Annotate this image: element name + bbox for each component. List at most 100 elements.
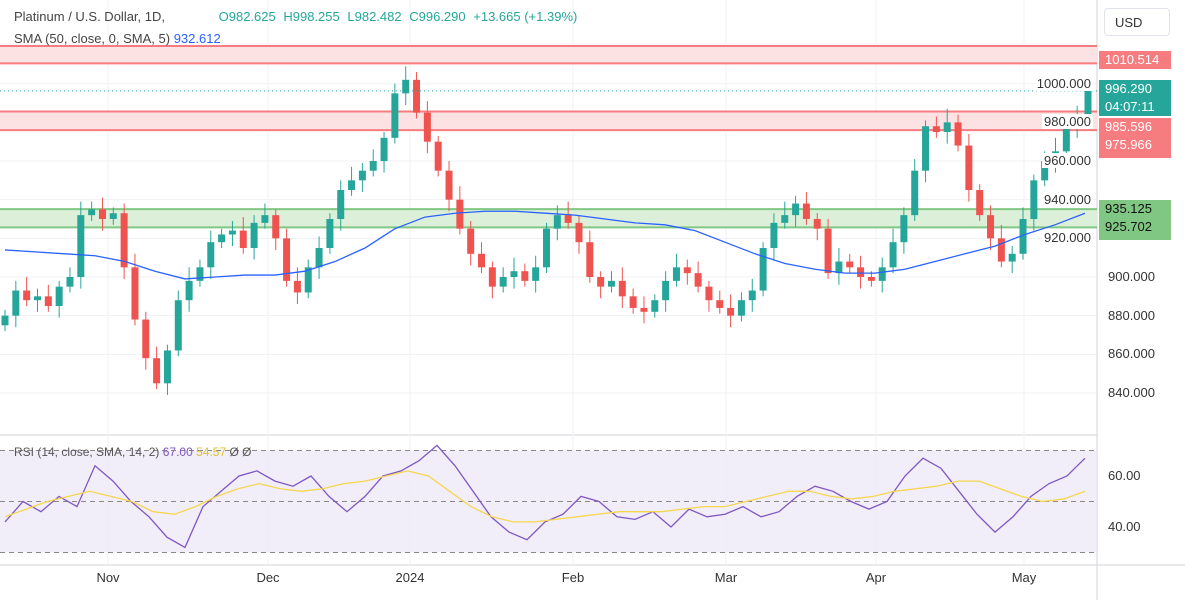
candle-body: [499, 277, 507, 287]
candle-body: [142, 319, 150, 359]
price-tick: 920.000: [1042, 230, 1093, 246]
candle-body: [478, 253, 486, 268]
candle-body: [185, 280, 193, 301]
change-value: +13.665 (+1.39%): [473, 9, 578, 24]
currency-button[interactable]: USD: [1104, 8, 1170, 36]
rsi-tick-40: 40.00: [1108, 519, 1141, 534]
candle-body: [792, 203, 800, 216]
candle-body: [629, 296, 637, 308]
candle-body: [1084, 90, 1092, 118]
rsi-sma-line: [4, 470, 1086, 523]
candle-body: [77, 215, 85, 277]
rsi-value: 67.00: [162, 445, 193, 459]
price-tick: 940.000: [1042, 191, 1093, 207]
candle-body: [532, 267, 540, 281]
zone-label-985: 985.596: [1105, 119, 1152, 134]
candle-body: [737, 300, 745, 316]
candle-body: [510, 271, 518, 277]
candle-body: [456, 199, 464, 229]
candle-body: [943, 122, 951, 133]
candle-body: [250, 222, 258, 249]
candle-body: [434, 141, 442, 171]
zone-label-925: 925.702: [1105, 219, 1152, 234]
candle-body: [467, 228, 475, 254]
zone-red: [0, 46, 1097, 64]
time-tick: Feb: [561, 570, 585, 585]
candle-body: [759, 248, 767, 291]
zone-labels-red: 985.596 975.966: [1099, 118, 1171, 158]
candle-body: [358, 170, 366, 181]
close-value: C996.290: [409, 9, 466, 24]
candle-body: [348, 180, 356, 191]
candle-body: [781, 215, 789, 223]
sma-label: SMA (50, close, 0, SMA, 5): [14, 31, 171, 46]
candle-body: [1019, 219, 1027, 254]
candle-body: [802, 203, 810, 220]
candle-body: [369, 161, 377, 171]
time-tick: Mar: [714, 570, 738, 585]
candle-body: [976, 190, 984, 216]
candle-body: [163, 350, 171, 384]
sma-legend: SMA (50, close, 0, SMA, 5) 932.612: [14, 31, 221, 46]
candle-body: [922, 126, 930, 171]
candle-body: [846, 261, 854, 268]
candle-body: [391, 93, 399, 138]
candle-body: [1041, 161, 1049, 181]
candle-body: [315, 248, 323, 268]
candle-body: [932, 126, 940, 133]
candle-body: [413, 79, 421, 113]
zone-label-935: 935.125: [1105, 201, 1152, 216]
symbol-title: Platinum / U.S. Dollar, 1D,: [14, 9, 165, 24]
candle-body: [1062, 126, 1070, 152]
price-tick: 860.000: [1108, 346, 1155, 362]
candle-body: [954, 122, 962, 146]
candle-body: [824, 228, 832, 274]
candle-body: [445, 170, 453, 200]
candle-body: [813, 219, 821, 229]
candle-body: [1030, 180, 1038, 220]
sma-value: 932.612: [173, 31, 221, 46]
zone-green: [0, 209, 1097, 228]
rsi-legend: RSI (14, close, SMA, 14, 2) 67.00 54.57 …: [14, 445, 252, 459]
candle-body: [553, 215, 561, 229]
candle-body: [857, 267, 865, 277]
price-tick: 840.000: [1108, 384, 1155, 400]
candle-body: [239, 230, 247, 249]
time-tick: 2024: [395, 570, 425, 585]
candle-body: [705, 286, 713, 301]
candle-body: [748, 290, 756, 301]
candle-body: [575, 222, 583, 243]
candle-body: [109, 213, 117, 220]
candle-body: [153, 358, 161, 384]
candle-body: [683, 267, 691, 274]
candle-body: [597, 277, 605, 287]
candle-body: [662, 280, 670, 301]
candle-body: [878, 267, 886, 281]
current-price: 996.290: [1105, 81, 1152, 96]
candle-body: [716, 300, 724, 308]
candle-body: [88, 209, 96, 216]
candle-body: [423, 112, 431, 142]
candle-body: [380, 137, 388, 162]
open-value: O982.625: [218, 9, 276, 24]
candle-body: [727, 307, 735, 316]
candle-body: [543, 228, 550, 268]
price-tick: 960.000: [1042, 153, 1093, 169]
rsi-tick-60: 60.00: [1108, 468, 1141, 483]
candle-body: [694, 273, 702, 287]
time-tick: Apr: [865, 570, 887, 585]
low-value: L982.482: [347, 9, 402, 24]
candle-body: [651, 300, 659, 312]
candle-body: [1008, 253, 1016, 262]
candle-body: [207, 242, 215, 268]
candle-body: [488, 267, 496, 287]
candle-body: [218, 234, 226, 243]
price-tick: 1000.000: [1034, 75, 1093, 91]
rsi-line: [4, 444, 1086, 549]
symbol-legend: Platinum / U.S. Dollar, 1D, O982.625 H99…: [14, 9, 577, 24]
candle-body: [607, 280, 615, 287]
candle-body: [640, 307, 648, 312]
zone-red: [0, 111, 1097, 131]
